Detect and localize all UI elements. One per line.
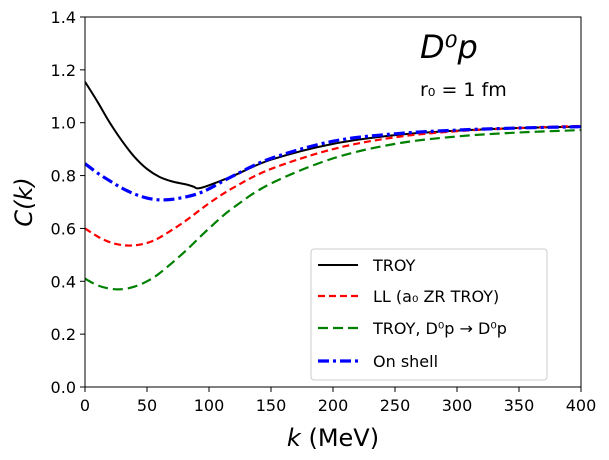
x-tick-label: 300 (442, 396, 473, 415)
series-line-2 (85, 129, 581, 291)
legend-box (310, 248, 548, 381)
series-line-3 (85, 125, 581, 202)
y-tick-label: 0.8 (51, 167, 76, 186)
x-axis-label: k (MeV) (287, 424, 379, 452)
x-tick-label: 400 (566, 396, 597, 415)
y-tick-label: 0.0 (51, 378, 76, 397)
legend: TROY LL (a₀ ZR TROY) TROY, D⁰p → D⁰p On she… (310, 248, 548, 381)
annotation-sub: r₀ = 1 fm (420, 79, 507, 101)
y-axis-label: C(k) (10, 177, 38, 226)
x-tick-label: 350 (504, 396, 535, 415)
x-tick-label: 0 (80, 396, 90, 415)
series-line-0 (85, 81, 581, 190)
x-tick-label: 200 (318, 396, 349, 415)
plot-lines (85, 81, 581, 291)
legend-label-2: TROY, D⁰p → D⁰p (372, 319, 507, 338)
annotation-main: D⁰p (420, 28, 478, 66)
x-tick-label: 150 (256, 396, 287, 415)
y-tick-label: 0.4 (51, 272, 76, 291)
ticks: 0 50 100 150 200 250 300 350 400 0.0 0.2 0.4 0.6 0.8 1… (51, 8, 597, 415)
legend-label-1: LL (a₀ ZR TROY) (373, 287, 499, 306)
y-tick-label: 0.2 (51, 325, 76, 344)
x-tick-label: 100 (194, 396, 225, 415)
y-tick-label: 1.0 (51, 114, 76, 133)
x-tick-label: 50 (137, 396, 157, 415)
series-line-1 (85, 124, 581, 247)
legend-label-3: On shell (373, 352, 438, 371)
y-tick-label: 0.6 (51, 219, 76, 238)
x-tick-label: 250 (380, 396, 411, 415)
y-tick-label: 1.4 (51, 8, 76, 27)
y-tick-label: 1.2 (51, 61, 76, 80)
legend-label-0: TROY (372, 256, 416, 275)
